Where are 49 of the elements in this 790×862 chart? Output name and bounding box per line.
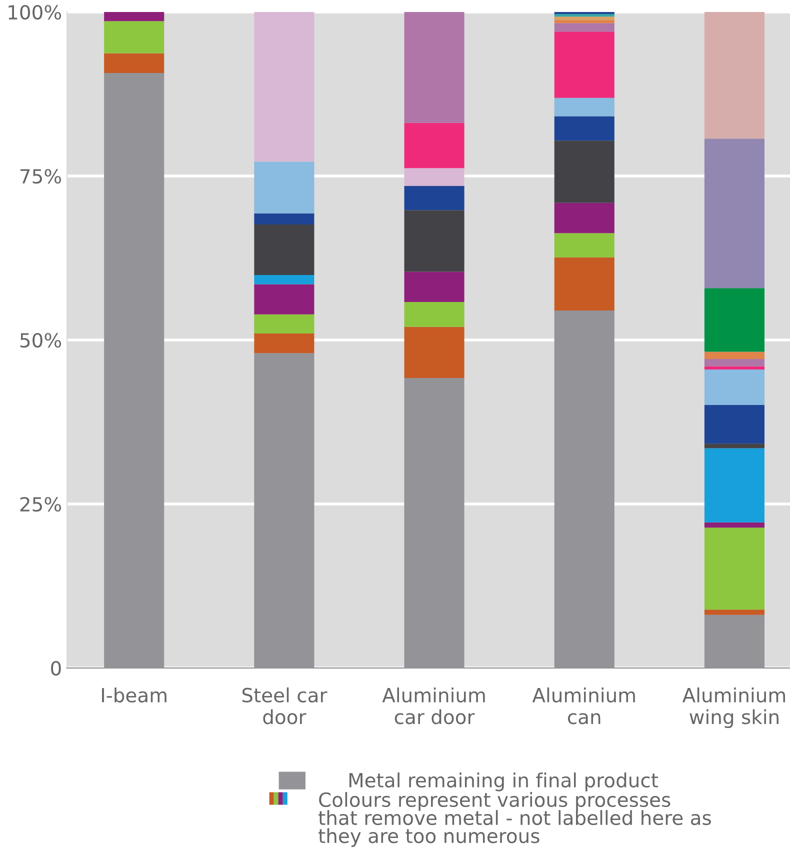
bar [254, 162, 314, 214]
bar [554, 233, 614, 258]
x-tick-label: Steel car door [242, 687, 328, 724]
y-tick-label: 0 [51, 660, 61, 676]
bar [254, 12, 314, 162]
bar [104, 53, 164, 74]
bar [404, 168, 464, 186]
bar [554, 14, 614, 17]
bar [704, 370, 764, 405]
bar [254, 284, 314, 314]
bar [104, 73, 164, 668]
bar [554, 310, 614, 668]
bar [104, 21, 164, 54]
bar [554, 32, 614, 98]
bar [554, 16, 614, 20]
bar [254, 275, 314, 284]
bar [704, 138, 764, 288]
bar [704, 288, 764, 352]
bar [704, 610, 764, 615]
bar [704, 448, 764, 522]
bar [104, 12, 164, 22]
x-tick-label: I-beam [102, 687, 166, 702]
text: Colours represent various processes that remove metal - not labelled here as they are too numerous [318, 792, 711, 847]
bar [404, 12, 464, 123]
bar [554, 257, 614, 310]
x-tick-label: Aluminium car door [382, 687, 485, 724]
bar [404, 272, 464, 302]
bar [254, 314, 314, 334]
x-tick-label: Aluminium can [532, 687, 635, 724]
bar [404, 378, 464, 668]
bar [404, 122, 464, 168]
bar [254, 333, 314, 354]
legend-label: Metal remaining in final product [349, 772, 658, 792]
y-tick-label: 100% [8, 4, 62, 20]
bar [404, 302, 464, 327]
bar [254, 353, 314, 668]
y-tick-label: 75% [20, 168, 62, 184]
bar [704, 528, 764, 610]
bar [554, 202, 614, 234]
x-tick-label: Aluminium wing skin [682, 687, 785, 728]
bar [254, 213, 314, 225]
bar [704, 12, 764, 139]
bar [704, 522, 764, 528]
bar [704, 614, 764, 668]
y-tick-label: 50% [20, 332, 62, 348]
y-tick-label: 25% [20, 496, 62, 512]
bar [404, 326, 464, 378]
bar [554, 23, 614, 32]
bar [704, 404, 764, 444]
